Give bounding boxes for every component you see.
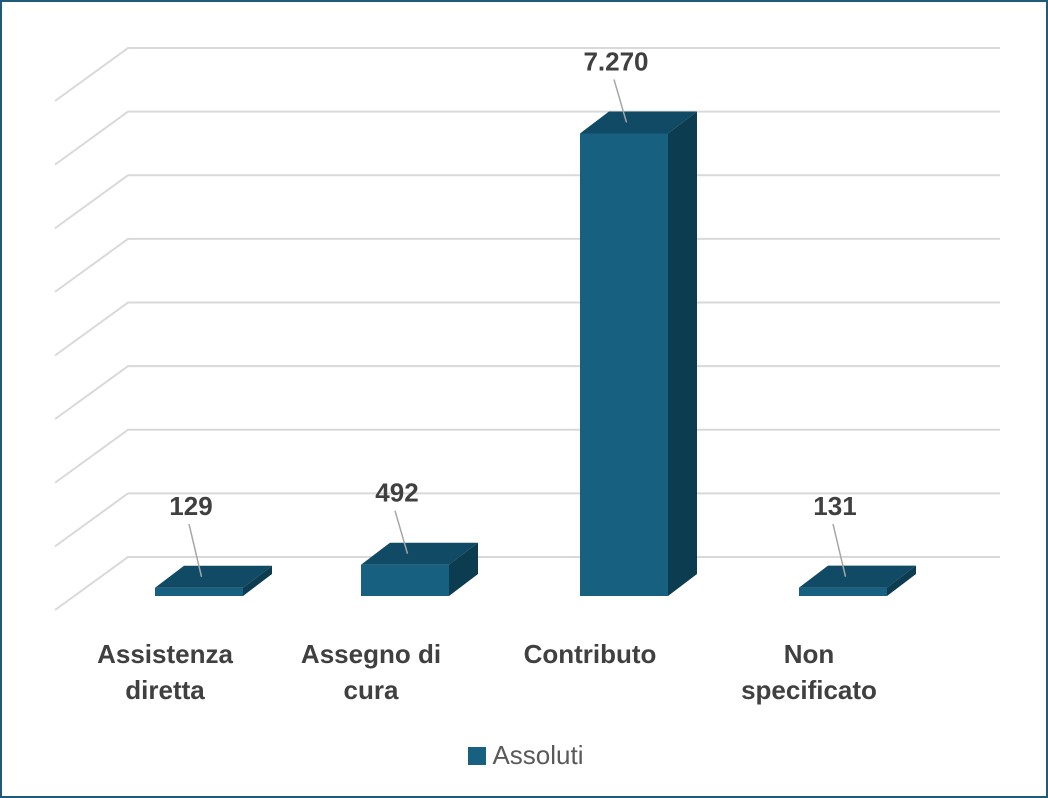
- bar: [580, 111, 697, 597]
- value-label: 7.270: [583, 46, 648, 76]
- bar-front: [155, 587, 243, 596]
- grid-line: [54, 492, 1000, 548]
- legend-label: Assoluti: [492, 740, 584, 770]
- grid-line: [54, 556, 1000, 611]
- leader-line: [832, 523, 847, 577]
- bar: [155, 565, 272, 596]
- legend: Assoluti: [2, 740, 1048, 771]
- leader-line: [188, 523, 203, 577]
- bar-side: [887, 565, 916, 596]
- bar-front: [361, 564, 449, 596]
- x-tick-label: Contributo: [523, 639, 657, 669]
- x-tick-label: Assistenza diretta: [97, 639, 233, 705]
- bar-side: [243, 565, 272, 596]
- value-label: 129: [169, 491, 212, 521]
- bar-top: [580, 111, 697, 134]
- grid-line: [54, 174, 1000, 230]
- bar-top: [799, 565, 916, 588]
- bar-top: [155, 565, 272, 588]
- grid-line: [54, 301, 1000, 357]
- x-tick-label: Assegno di cura: [300, 639, 442, 705]
- bar-top: [361, 542, 478, 565]
- x-tick-label: Non specificato: [741, 639, 877, 705]
- bar-front: [799, 587, 887, 596]
- leader-line: [613, 79, 628, 123]
- grid-line: [54, 428, 1000, 484]
- grid-line: [54, 110, 1000, 166]
- grid-line: [54, 365, 1000, 420]
- legend-swatch: [468, 747, 487, 765]
- bar: [361, 542, 478, 596]
- bar: [799, 565, 916, 596]
- grid-line: [54, 237, 1000, 293]
- bar-front: [580, 133, 668, 597]
- bar-side: [449, 542, 478, 596]
- grid-line: [54, 47, 1000, 102]
- leader-line: [394, 510, 409, 554]
- value-label: 492: [375, 478, 418, 508]
- bar-side: [668, 111, 697, 596]
- value-label: 131: [813, 491, 856, 521]
